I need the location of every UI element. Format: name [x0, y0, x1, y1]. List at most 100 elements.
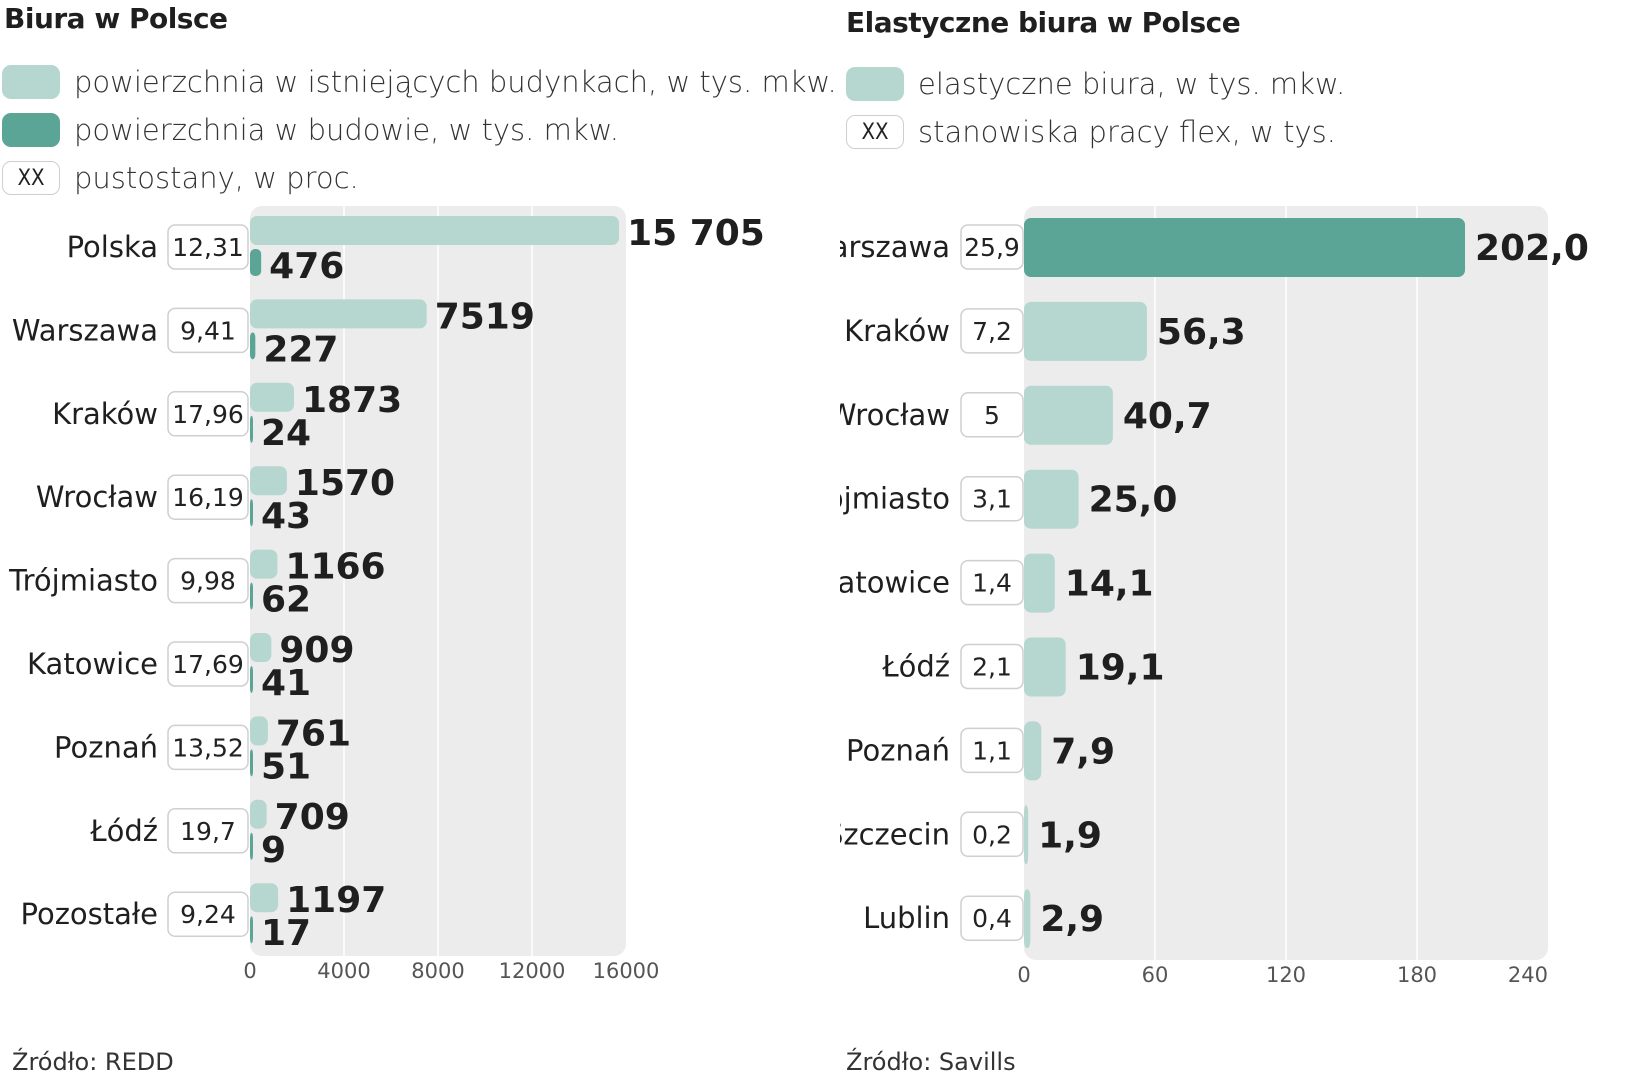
category-label: Poznań — [54, 730, 158, 764]
value-label-existing: 761 — [276, 713, 351, 754]
bar-construction — [250, 582, 253, 610]
bar-construction — [250, 332, 256, 360]
legend-item-construction: powierzchnia w budowie, w tys. mkw. — [2, 106, 837, 154]
flex-desks-box — [960, 392, 1024, 438]
bar-construction — [250, 916, 253, 944]
vacancy-value: 19,7 — [180, 817, 236, 846]
category-label: Wrocław — [36, 480, 158, 514]
x-tick-label: 16000 — [593, 959, 660, 983]
value-label: 56,3 — [1157, 312, 1246, 353]
value-label-construction: 476 — [269, 246, 344, 287]
value-label-construction: 24 — [261, 413, 311, 454]
category-label: Trójmiasto — [840, 482, 950, 516]
bar-flex-area — [1024, 889, 1031, 949]
category-label: Katowice — [840, 566, 950, 600]
vacancy-value: 9,98 — [180, 567, 236, 596]
legend-swatch-dark — [2, 113, 60, 147]
bar-construction — [250, 749, 253, 777]
flex-desks-value: 1,4 — [972, 569, 1012, 598]
bar-existing — [250, 716, 268, 746]
category-label: Katowice — [27, 647, 158, 681]
bar-existing — [250, 382, 295, 412]
legend: powierzchnia w istniejących budynkach, w… — [2, 58, 837, 202]
left-bar-chart: 0 4000 8000 12000 16000 Polska 12,31 15 705 476 W… — [8, 206, 765, 983]
value-label-existing: 1166 — [285, 547, 385, 588]
bar-flex-area — [1024, 805, 1029, 865]
vacancy-value: 17,69 — [172, 650, 244, 679]
vacancy-box — [167, 808, 249, 854]
value-label-existing: 1197 — [286, 880, 386, 921]
flex-desks-value: 2,1 — [972, 653, 1012, 682]
value-label: 202,0 — [1475, 228, 1589, 269]
bar-construction — [250, 499, 253, 527]
legend-swatch-light — [846, 67, 904, 101]
legend-label: powierzchnia w budowie, w tys. mkw. — [74, 113, 619, 147]
category-label: Poznań — [846, 733, 950, 767]
vacancy-box — [167, 724, 249, 771]
x-tick-label: 12000 — [499, 959, 566, 983]
flex-desks-box — [960, 475, 1024, 522]
flex-desks-value: 25,9 — [964, 233, 1020, 262]
flex-desks-box — [960, 811, 1024, 858]
category-label: Łódź — [89, 814, 158, 848]
legend: elastyczne biura, w tys. mkw. XX stanowi… — [846, 60, 1345, 156]
legend-swatch-box: XX — [846, 115, 904, 149]
legend-label: elastyczne biura, w tys. mkw. — [918, 67, 1346, 101]
bar-construction — [250, 666, 253, 693]
right-panel: Elastyczne biura w Polsce elastyczne biu… — [840, 0, 1647, 1080]
legend-item-flex-area: elastyczne biura, w tys. mkw. — [846, 60, 1345, 108]
flex-desks-box — [960, 224, 1024, 270]
bar-existing — [250, 883, 279, 913]
value-label: 7,9 — [1051, 731, 1115, 772]
bar-construction — [250, 415, 253, 443]
vacancy-value: 16,19 — [172, 483, 244, 512]
x-tick-label: 60 — [1142, 963, 1169, 987]
value-label-construction: 62 — [261, 580, 311, 621]
value-label: 1,9 — [1038, 815, 1102, 856]
bar-flex-area — [1024, 553, 1055, 613]
bar-flex-area — [1024, 301, 1147, 361]
legend-item-existing: powierzchnia w istniejących budynkach, w… — [2, 58, 837, 106]
legend-label: powierzchnia w istniejących budynkach, w… — [74, 65, 837, 99]
vacancy-value: 12,31 — [172, 233, 244, 262]
x-tick-label: 4000 — [317, 959, 370, 983]
category-label: Warszawa — [840, 230, 950, 264]
value-label: 2,9 — [1040, 899, 1104, 940]
flex-desks-value: 3,1 — [972, 485, 1012, 514]
bar-existing — [250, 633, 272, 662]
legend-item-vacancy: XX pustostany, w proc. — [2, 154, 837, 202]
flex-desks-value: 0,4 — [972, 904, 1012, 933]
legend-label: stanowiska pracy flex, w tys. — [918, 115, 1336, 149]
flex-desks-value: 7,2 — [972, 317, 1012, 346]
category-label: Kraków — [844, 314, 950, 348]
bar-construction — [250, 832, 253, 860]
bar-existing — [250, 466, 287, 496]
value-label-existing: 1873 — [302, 380, 402, 421]
value-label-construction: 51 — [261, 746, 311, 787]
category-label: Wrocław — [840, 398, 950, 432]
category-label: Pozostałe — [21, 897, 159, 931]
vacancy-box — [167, 474, 249, 520]
flex-desks-value: 5 — [984, 401, 1000, 430]
left-panel: Biura w Polsce powierzchnia w istniejący… — [0, 0, 837, 1080]
chart-title: Biura w Polsce — [4, 2, 228, 35]
vacancy-value: 9,41 — [180, 316, 236, 345]
x-tick-label: 180 — [1397, 963, 1437, 987]
vacancy-box — [167, 307, 249, 354]
bar-construction — [250, 249, 262, 276]
value-label-construction: 227 — [263, 329, 338, 370]
flex-desks-box — [960, 308, 1024, 354]
category-label: Kraków — [52, 397, 158, 431]
x-tick-label: 8000 — [411, 959, 464, 983]
category-label: Warszawa — [12, 313, 158, 347]
value-label: 14,1 — [1065, 564, 1154, 605]
category-label: Szczecin — [840, 817, 950, 851]
right-bar-chart: 0 60 120 180 240 Warszawa 25,9 202,0 Kraków 7,2 56… — [840, 206, 1589, 987]
source-note: Źródło: REDD — [12, 1048, 174, 1076]
vacancy-value: 17,96 — [172, 400, 244, 429]
value-label-construction: 9 — [261, 830, 286, 871]
bar-existing — [250, 216, 620, 245]
flex-desks-value: 1,1 — [972, 736, 1012, 765]
vacancy-value: 9,24 — [180, 900, 236, 929]
value-label: 40,7 — [1123, 396, 1212, 437]
